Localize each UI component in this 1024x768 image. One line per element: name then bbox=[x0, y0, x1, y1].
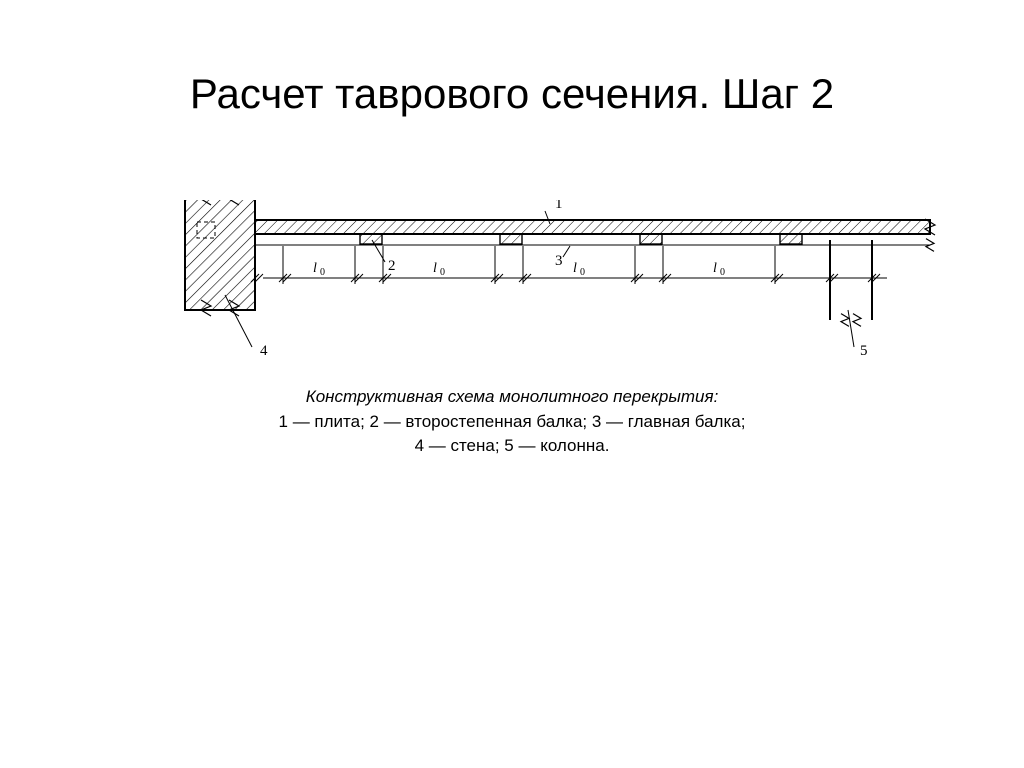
svg-text:l: l bbox=[433, 261, 437, 276]
diagram-figure: l0l0l0l012345 bbox=[50, 200, 974, 375]
caption-line-2: 4 — стена; 5 — колонна. bbox=[0, 434, 1024, 459]
svg-text:l: l bbox=[713, 261, 717, 276]
slide-title: Расчет таврового сечения. Шаг 2 bbox=[0, 70, 1024, 118]
caption-heading: Конструктивная схема монолитного перекры… bbox=[0, 385, 1024, 410]
svg-text:0: 0 bbox=[440, 267, 445, 278]
svg-text:3: 3 bbox=[555, 253, 563, 269]
svg-text:l: l bbox=[313, 261, 317, 276]
svg-text:4: 4 bbox=[260, 343, 268, 359]
svg-text:0: 0 bbox=[720, 267, 725, 278]
figure-caption: Конструктивная схема монолитного перекры… bbox=[0, 385, 1024, 459]
svg-text:0: 0 bbox=[320, 267, 325, 278]
svg-text:5: 5 bbox=[860, 343, 868, 359]
structural-diagram: l0l0l0l012345 bbox=[50, 200, 974, 370]
svg-text:l: l bbox=[573, 261, 577, 276]
svg-text:0: 0 bbox=[580, 267, 585, 278]
caption-line-1: 1 — плита; 2 — второстепенная балка; 3 —… bbox=[0, 410, 1024, 435]
slide: Расчет таврового сечения. Шаг 2 l0l0l0l0… bbox=[0, 0, 1024, 768]
svg-text:1: 1 bbox=[555, 200, 563, 212]
svg-text:2: 2 bbox=[388, 258, 396, 274]
